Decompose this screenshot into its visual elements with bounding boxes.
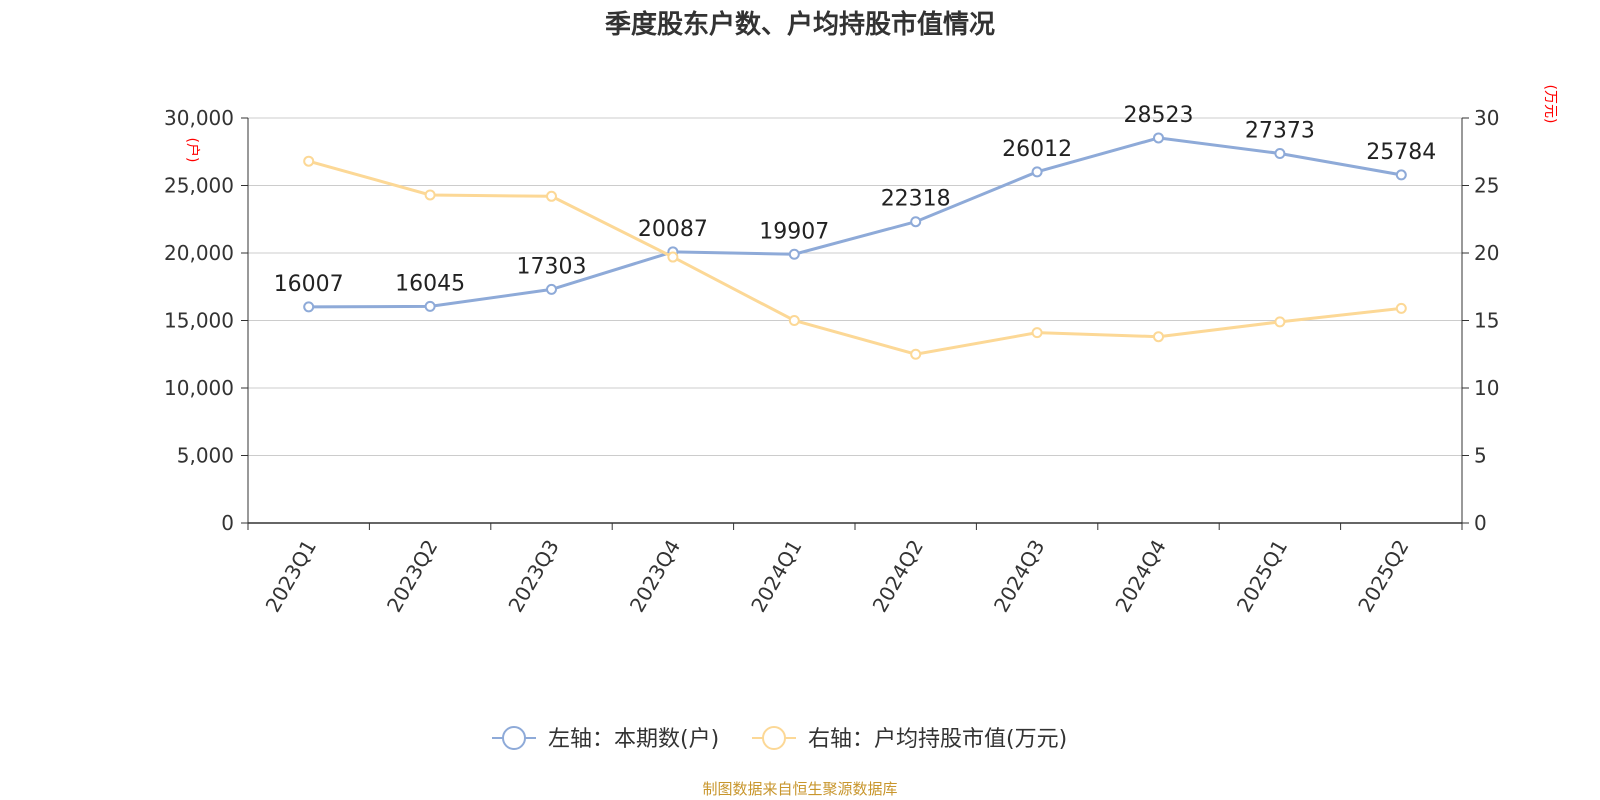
x-tick-label: 2025Q2 bbox=[1353, 536, 1413, 617]
series-line-1 bbox=[308, 159, 1402, 356]
series-0-point bbox=[546, 283, 557, 295]
x-tick-label: 2024Q4 bbox=[1110, 536, 1170, 617]
right-tick-label: 5 bbox=[1474, 444, 1487, 468]
data-label: 16045 bbox=[395, 271, 465, 296]
series-0-point bbox=[1031, 166, 1043, 178]
data-label: 28523 bbox=[1124, 103, 1194, 128]
left-tick-label: 15,000 bbox=[164, 309, 234, 333]
series-1-point bbox=[303, 155, 315, 167]
chart-title: 季度股东户数、户均持股市值情况 bbox=[604, 10, 995, 40]
source-note: 制图数据来自恒生聚源数据库 bbox=[702, 780, 898, 798]
chart-svg: 0 5,000 10,000 15,000 20,000 25,000 30,000 0 5 10… bbox=[164, 85, 1558, 752]
series-1-point bbox=[910, 348, 922, 360]
legend-marker-1 bbox=[762, 726, 786, 750]
x-tick-label: 2023Q3 bbox=[503, 536, 563, 617]
left-axis-unit: (户) bbox=[184, 138, 201, 163]
left-tick-label: 10,000 bbox=[164, 376, 234, 400]
series-1-point bbox=[1031, 327, 1043, 339]
right-tick-label: 25 bbox=[1474, 174, 1499, 198]
x-tick-label: 2025Q1 bbox=[1232, 536, 1292, 617]
series-0-point bbox=[1153, 132, 1164, 144]
data-label: 27373 bbox=[1245, 118, 1315, 143]
x-tick-label: 2024Q2 bbox=[868, 536, 928, 617]
right-tick-label: 20 bbox=[1474, 241, 1499, 265]
x-tick-label: 2024Q1 bbox=[746, 536, 806, 617]
data-label: 17303 bbox=[517, 254, 587, 279]
left-tick-label: 5,000 bbox=[177, 444, 234, 468]
series-1-point bbox=[788, 315, 800, 326]
data-label: 19907 bbox=[759, 219, 829, 244]
series-line-0 bbox=[308, 136, 1402, 309]
data-label: 26012 bbox=[1002, 137, 1072, 162]
series-1-point bbox=[546, 190, 557, 202]
right-tick-label: 30 bbox=[1474, 106, 1499, 130]
legend-label-1: 右轴：户均持股市值(万元) bbox=[808, 727, 1067, 752]
x-tick-label: 2023Q4 bbox=[625, 536, 685, 617]
legend-label-0: 左轴：本期数(户) bbox=[548, 727, 719, 752]
right-axis-unit: (万元) bbox=[1542, 85, 1558, 124]
series-0-point bbox=[788, 248, 800, 260]
series-0-point bbox=[303, 301, 315, 313]
left-tick-label: 25,000 bbox=[164, 174, 234, 198]
series-1-point bbox=[667, 251, 679, 263]
data-label: 16007 bbox=[274, 272, 344, 297]
series-0-point bbox=[1395, 169, 1407, 181]
series-1-point bbox=[1274, 316, 1286, 328]
x-tick-label: 2023Q1 bbox=[261, 536, 321, 617]
series-1-point bbox=[424, 189, 436, 201]
right-tick-label: 10 bbox=[1474, 376, 1499, 400]
legend-marker-0 bbox=[502, 726, 526, 750]
x-tick-label: 2024Q3 bbox=[989, 536, 1049, 617]
data-label: 20087 bbox=[638, 217, 708, 242]
series-0-point bbox=[910, 216, 922, 228]
x-tick-label: 2023Q2 bbox=[382, 536, 442, 617]
series-0-point bbox=[1274, 147, 1286, 159]
series-0-point bbox=[424, 300, 436, 312]
left-tick-label: 30,000 bbox=[164, 106, 234, 130]
left-tick-label: 20,000 bbox=[164, 241, 234, 265]
left-tick-label: 0 bbox=[221, 511, 234, 535]
series-1-point bbox=[1395, 302, 1407, 314]
right-tick-label: 15 bbox=[1474, 309, 1499, 333]
data-label: 25784 bbox=[1366, 140, 1436, 165]
data-label: 22318 bbox=[881, 187, 951, 212]
right-tick-label: 0 bbox=[1474, 511, 1487, 535]
series-1-point bbox=[1153, 331, 1164, 343]
